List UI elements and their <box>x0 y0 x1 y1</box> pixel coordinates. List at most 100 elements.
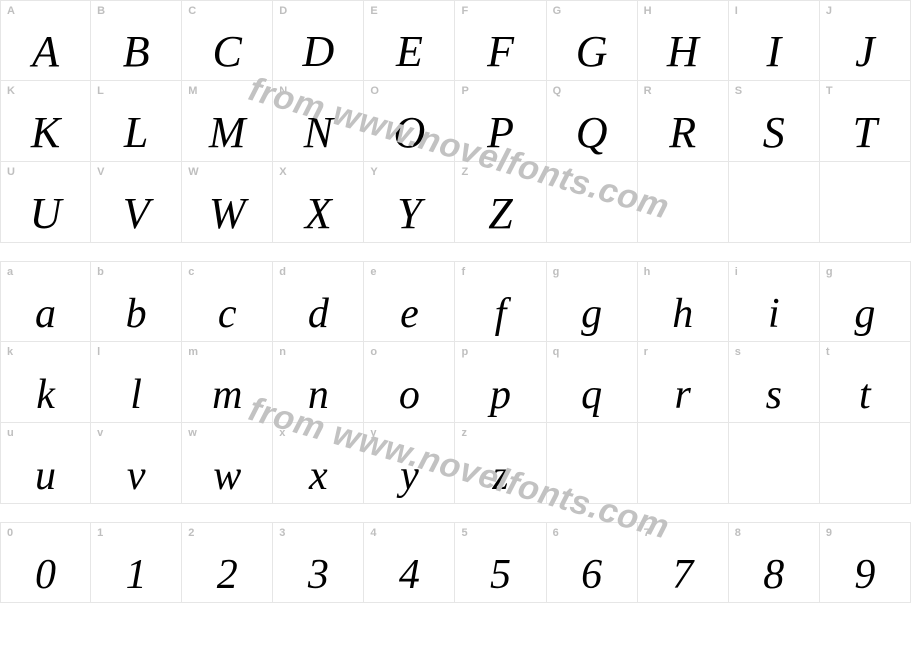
glyph-cell: SS <box>729 81 820 162</box>
glyph: B <box>91 30 181 74</box>
glyph: g <box>820 293 910 335</box>
glyph-cell: 77 <box>638 522 729 603</box>
glyph-cell-label: f <box>461 266 465 278</box>
glyph-cell: rr <box>638 342 729 423</box>
glyph-row: KKLLMMNNOOPPQQRRSSTT <box>0 81 911 162</box>
glyph-cell: VV <box>91 162 182 243</box>
glyph: a <box>1 293 90 335</box>
glyph-cell: MM <box>182 81 273 162</box>
glyph-cell-label: G <box>553 5 562 17</box>
glyph: O <box>364 111 454 155</box>
glyph: x <box>273 455 363 497</box>
glyph-cell: NN <box>273 81 364 162</box>
glyph-cell-label: z <box>461 427 467 439</box>
glyph-cell: 88 <box>729 522 820 603</box>
glyph-cell-label: Y <box>370 166 377 178</box>
glyph-cell: ii <box>729 261 820 342</box>
glyph-cell: bb <box>91 261 182 342</box>
glyph-cell <box>729 423 820 504</box>
glyph: h <box>638 293 728 335</box>
glyph-cell: EE <box>364 0 455 81</box>
glyph: d <box>273 293 363 335</box>
glyph-cell-label: v <box>97 427 103 439</box>
glyph-cell-label: e <box>370 266 376 278</box>
glyph-cell: ww <box>182 423 273 504</box>
glyph-cell: mm <box>182 342 273 423</box>
glyph-cell: 66 <box>547 522 638 603</box>
glyph-cell-label: c <box>188 266 194 278</box>
glyph-cell: aa <box>0 261 91 342</box>
glyph: l <box>91 374 181 416</box>
glyph: 9 <box>820 554 910 596</box>
glyph: 8 <box>729 554 819 596</box>
glyph-cell-label: l <box>97 346 100 358</box>
glyph: W <box>182 192 272 236</box>
glyph-cell: uu <box>0 423 91 504</box>
glyph-cell: WW <box>182 162 273 243</box>
glyph-cell: 11 <box>91 522 182 603</box>
glyph: z <box>455 455 545 497</box>
glyph: T <box>820 111 910 155</box>
glyph: H <box>638 30 728 74</box>
glyph: 7 <box>638 554 728 596</box>
glyph-cell <box>820 162 911 243</box>
glyph: 2 <box>182 554 272 596</box>
glyph-cell: LL <box>91 81 182 162</box>
glyph: L <box>91 111 181 155</box>
glyph-row: AABBCCDDEEFFGGHHIIJJ <box>0 0 911 81</box>
glyph-cell-label: T <box>826 85 833 97</box>
glyph-cell-label: m <box>188 346 198 358</box>
glyph-cell-label: Q <box>553 85 562 97</box>
glyph-cell-label: S <box>735 85 742 97</box>
glyph-cell: CC <box>182 0 273 81</box>
glyph-cell: AA <box>0 0 91 81</box>
glyph-cell-label: V <box>97 166 104 178</box>
glyph-cell: ss <box>729 342 820 423</box>
glyph: u <box>1 455 90 497</box>
glyph: G <box>547 30 637 74</box>
glyph-cell-label: B <box>97 5 105 17</box>
glyph-cell-label: 6 <box>553 527 559 539</box>
glyph-row: 00112233445566778899 <box>0 522 911 603</box>
glyph-cell-label: R <box>644 85 652 97</box>
glyph-cell-label: g <box>826 266 833 278</box>
glyph-cell-label: h <box>644 266 651 278</box>
glyph-cell-label: 3 <box>279 527 285 539</box>
glyph: 6 <box>547 554 637 596</box>
glyph-cell: ll <box>91 342 182 423</box>
glyph-cell-label: n <box>279 346 286 358</box>
glyph: R <box>638 111 728 155</box>
glyph: F <box>455 30 545 74</box>
glyph-cell: UU <box>0 162 91 243</box>
glyph: r <box>638 374 728 416</box>
glyph-cell-label: L <box>97 85 104 97</box>
glyph-cell-label: E <box>370 5 377 17</box>
glyph-cell-label: x <box>279 427 285 439</box>
glyph: Q <box>547 111 637 155</box>
glyph: k <box>1 374 90 416</box>
glyph-cell-label: 7 <box>644 527 650 539</box>
glyph: Y <box>364 192 454 236</box>
glyph-cell-label: F <box>461 5 468 17</box>
glyph-cell: HH <box>638 0 729 81</box>
glyph: 4 <box>364 554 454 596</box>
glyph-cell-label: H <box>644 5 652 17</box>
glyph-cell <box>547 162 638 243</box>
glyph-cell-label: p <box>461 346 468 358</box>
glyph: i <box>729 293 819 335</box>
glyph-cell: YY <box>364 162 455 243</box>
glyph: E <box>364 30 454 74</box>
glyph-cell-label: 9 <box>826 527 832 539</box>
glyph-cell <box>729 162 820 243</box>
glyph: b <box>91 293 181 335</box>
glyph-cell-label: 5 <box>461 527 467 539</box>
glyph-cell: xx <box>273 423 364 504</box>
glyph-cell: yy <box>364 423 455 504</box>
glyph: q <box>547 374 637 416</box>
glyph: 5 <box>455 554 545 596</box>
glyph: U <box>1 192 90 236</box>
glyph: M <box>182 111 272 155</box>
glyph: n <box>273 374 363 416</box>
glyph-cell-label: d <box>279 266 286 278</box>
glyph-cell: ZZ <box>455 162 546 243</box>
